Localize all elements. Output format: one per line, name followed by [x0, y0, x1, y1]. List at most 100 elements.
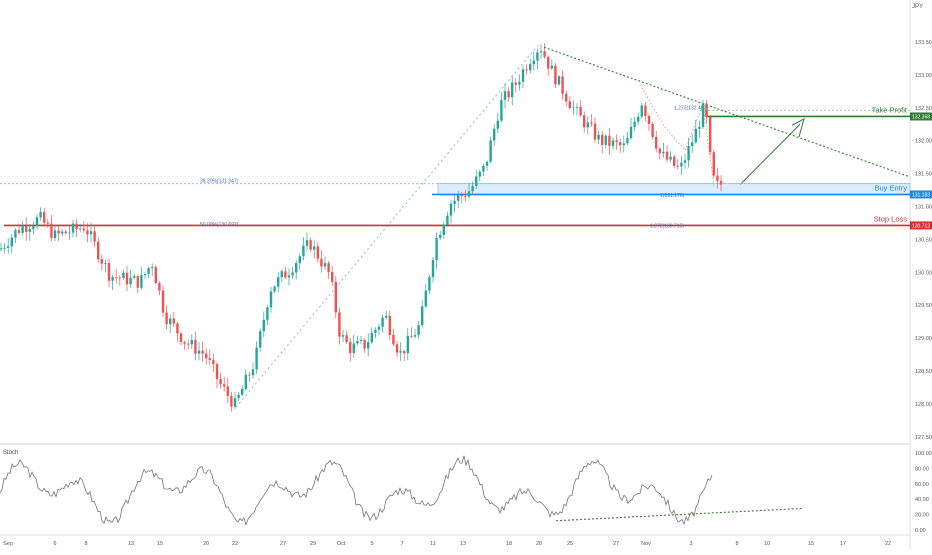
- candle-body: [482, 165, 485, 172]
- candle-body: [586, 122, 589, 128]
- candle-body: [460, 195, 463, 197]
- candle-body: [183, 342, 186, 344]
- candle-body: [565, 93, 568, 102]
- candle-body: [622, 143, 625, 146]
- candle-body: [683, 160, 687, 163]
- candle-body: [511, 82, 514, 98]
- candle-body: [669, 156, 672, 160]
- time-tick-label: 20: [536, 541, 542, 547]
- candle-body: [590, 122, 593, 124]
- time-tick-label: Nov: [641, 541, 651, 547]
- candle-body: [0, 248, 3, 250]
- time-tick-label: 6: [53, 541, 56, 547]
- candle-body: [57, 230, 60, 234]
- candle-body: [280, 271, 283, 278]
- candle-body: [503, 91, 507, 100]
- candle-body: [251, 369, 255, 376]
- candle-body: [529, 64, 532, 71]
- candle-body: [208, 358, 211, 360]
- candle-body: [410, 335, 413, 337]
- candle-body: [525, 69, 528, 71]
- candle-body: [575, 106, 579, 108]
- projection-arrow: [739, 123, 801, 186]
- candle-body: [125, 272, 129, 285]
- candle-body: [532, 60, 535, 65]
- candle-body: [716, 175, 719, 181]
- candle-body: [363, 339, 366, 349]
- time-tick-label: 13: [460, 541, 466, 547]
- candle-body: [129, 277, 132, 285]
- candle-body: [719, 180, 723, 185]
- candle-body: [320, 258, 323, 267]
- candle-body: [215, 364, 219, 380]
- level-price-tag: [910, 112, 932, 121]
- candle-body: [457, 195, 460, 201]
- candle-body: [169, 318, 172, 325]
- level-price-tag-label: 132.368: [912, 114, 930, 120]
- candle-body: [32, 226, 35, 230]
- candle-body: [665, 151, 669, 160]
- candle-body: [626, 138, 629, 144]
- candle-body: [302, 245, 305, 257]
- candle-body: [388, 315, 391, 335]
- stoch-tick-label: 80.00: [915, 466, 929, 472]
- time-tick-label: 22: [232, 541, 238, 547]
- candle-body: [485, 161, 489, 166]
- fib-annotation: 1(131.176): [660, 193, 685, 199]
- candle-body: [705, 103, 708, 117]
- candle-body: [323, 263, 327, 267]
- candle-body: [219, 379, 222, 385]
- stoch-line: [0, 455, 713, 526]
- candle-body: [7, 246, 10, 248]
- candle-body: [53, 230, 57, 238]
- candle-body: [237, 394, 240, 399]
- candle-body: [698, 126, 701, 129]
- stoch-tick-label: 60.00: [915, 482, 929, 488]
- candle-body: [629, 126, 633, 139]
- candle-body: [327, 263, 330, 273]
- candle-body: [550, 65, 553, 69]
- candle-body: [100, 259, 103, 264]
- candle-body: [205, 353, 208, 359]
- candle-body: [655, 136, 658, 149]
- candle-body: [694, 128, 697, 143]
- candle-body: [385, 315, 388, 318]
- candle-body: [453, 200, 456, 204]
- candle-body: [554, 65, 557, 85]
- candle-body: [701, 103, 705, 127]
- candle-body: [464, 195, 467, 197]
- candle-body: [133, 276, 136, 278]
- candle-body: [334, 281, 337, 313]
- candle-body: [277, 277, 280, 287]
- candle-body: [313, 246, 316, 250]
- candle-body: [266, 307, 269, 320]
- candle-body: [151, 267, 154, 269]
- time-tick-label: 10: [764, 541, 770, 547]
- candle-body: [118, 277, 121, 279]
- price-tick-label: 133.000: [915, 73, 932, 79]
- candle-body: [349, 341, 352, 354]
- candle-body: [352, 343, 355, 354]
- candle-body: [46, 222, 49, 224]
- candle-body: [593, 123, 597, 140]
- candle-body: [14, 230, 17, 238]
- candle-body: [201, 350, 204, 354]
- stoch-tick-label: 40.00: [915, 497, 929, 503]
- candle-body: [392, 334, 395, 345]
- candle-body: [568, 101, 571, 109]
- candle-body: [691, 142, 694, 146]
- candle-body: [381, 317, 384, 327]
- time-tick-label: 22: [885, 541, 891, 547]
- candle-body: [557, 76, 561, 85]
- level-price-tag-label: 130.712: [912, 223, 930, 229]
- candle-body: [647, 115, 651, 125]
- candle-body: [604, 135, 607, 145]
- candle-body: [259, 331, 262, 348]
- candle-body: [82, 228, 85, 231]
- candle-body: [611, 140, 615, 146]
- candle-body: [561, 76, 564, 94]
- candle-body: [111, 277, 114, 281]
- candle-body: [471, 186, 474, 192]
